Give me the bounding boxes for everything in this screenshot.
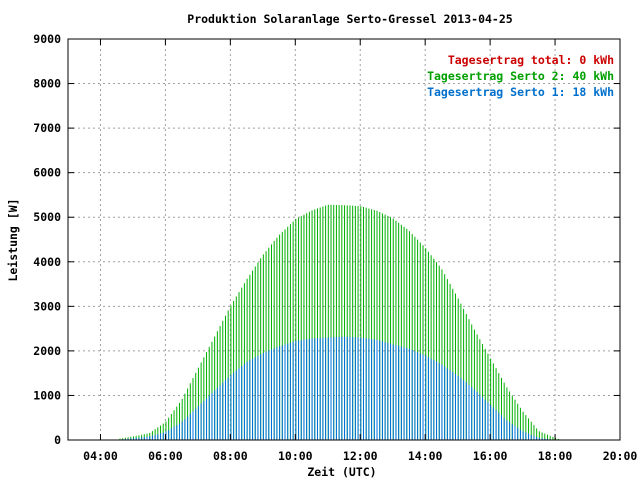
data-series: [119, 204, 562, 440]
y-tick-label: 5000: [33, 210, 61, 224]
x-tick-label: 06:00: [148, 449, 183, 463]
x-tick-label: 20:00: [603, 449, 638, 463]
y-tick-label: 2000: [33, 344, 61, 358]
legend-entry: Tagesertrag total: 0 kWh: [448, 53, 614, 67]
x-tick-label: 16:00: [473, 449, 508, 463]
y-tick-label: 3000: [33, 299, 61, 313]
x-axis-label: Zeit (UTC): [307, 465, 376, 479]
y-tick-label: 9000: [33, 32, 61, 46]
y-tick-label: 1000: [33, 388, 61, 402]
y-tick-label: 0: [54, 433, 61, 447]
series-2: [119, 336, 554, 440]
grid-lines: [68, 39, 620, 440]
y-tick-label: 6000: [33, 166, 61, 180]
x-tick-label: 08:00: [213, 449, 248, 463]
chart-title: Produktion Solaranlage Serto-Gressel 201…: [187, 12, 512, 26]
x-tick-label: 12:00: [343, 449, 378, 463]
x-tick-label: 18:00: [538, 449, 573, 463]
x-tick-label: 10:00: [278, 449, 313, 463]
x-tick-label: 14:00: [408, 449, 443, 463]
legend-entry: Tagesertrag Serto 2: 40 kWh: [427, 69, 614, 83]
y-tick-label: 8000: [33, 77, 61, 91]
axis-ticks: 0 1000 2000 3000 4000 5000 6000 7000 8000 9000 04:…: [33, 32, 637, 463]
y-tick-label: 7000: [33, 121, 61, 135]
x-tick-label: 04:00: [83, 449, 118, 463]
y-tick-label: 4000: [33, 255, 61, 269]
plot-frame: [67, 38, 621, 441]
y-axis-label: Leistung [W]: [6, 198, 20, 281]
legend: Tagesertrag total: 0 kWh Tagesertrag Sert…: [427, 53, 614, 99]
legend-entry: Tagesertrag Serto 1: 18 kWh: [427, 85, 614, 99]
